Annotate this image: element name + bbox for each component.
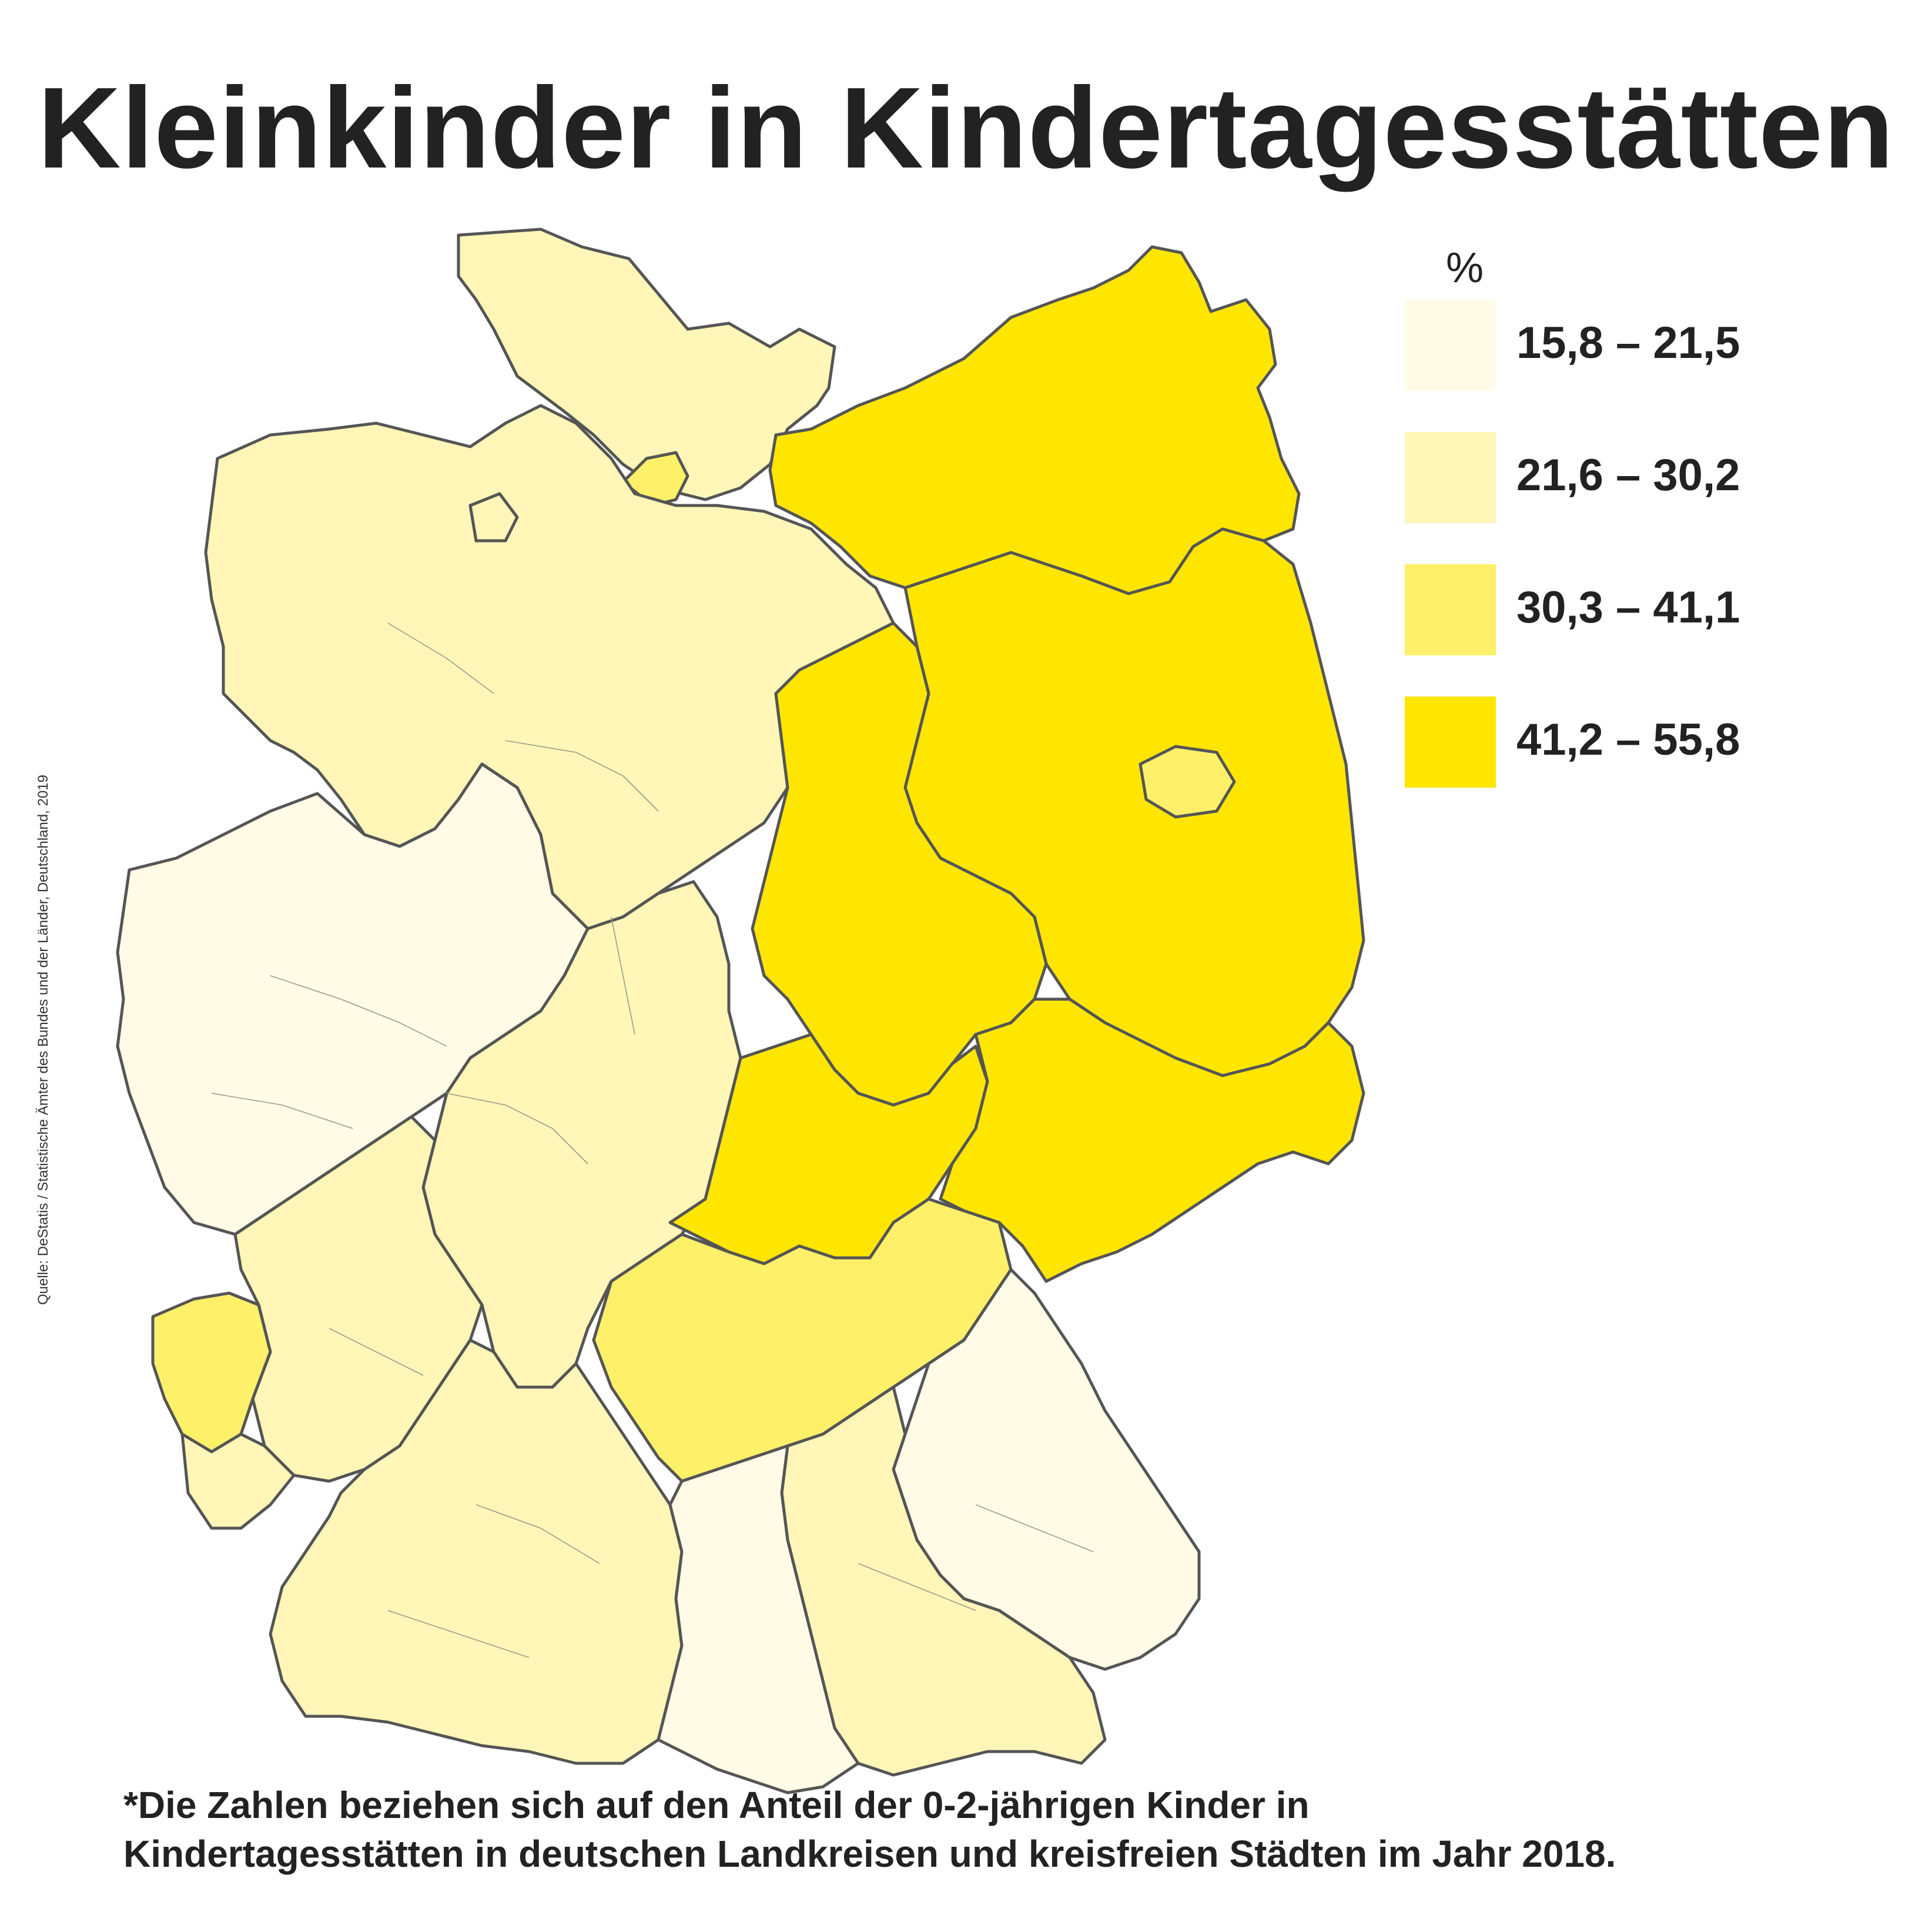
legend-label: 21,6 – 30,2	[1516, 450, 1740, 500]
footnote: *Die Zahlen beziehen sich auf den Anteil…	[123, 1781, 1828, 1879]
legend-item: 30,3 – 41,1	[1405, 564, 1851, 655]
region-hessen[interactable]	[421, 880, 742, 1389]
region-berlin[interactable]	[1139, 745, 1236, 819]
legend-label: 41,2 – 55,8	[1516, 715, 1740, 765]
germany-map	[94, 212, 1387, 1799]
region-niedersachsen[interactable]	[204, 404, 895, 930]
legend-item: 41,2 – 55,8	[1405, 697, 1851, 788]
region-schwaben[interactable]	[657, 1444, 860, 1794]
legend-item: 15,8 – 21,5	[1405, 300, 1851, 391]
legend-unit: %	[1446, 245, 1484, 292]
map-title: Kleinkinder in Kindertagesstätten	[38, 63, 1894, 192]
region-trier[interactable]	[151, 1291, 272, 1454]
legend-swatch	[1405, 300, 1496, 391]
source-note: Quelle: DeStatis / Statistische Ämter de…	[35, 775, 51, 1305]
germany-map-svg	[116, 227, 1365, 1794]
footnote-line-2: Kindertagesstätten in deutschen Landkrei…	[123, 1833, 1616, 1876]
region-saarland[interactable]	[180, 1432, 296, 1530]
legend-swatch	[1405, 697, 1496, 788]
legend-swatch	[1405, 564, 1496, 655]
region-bremen[interactable]	[468, 492, 519, 543]
legend-label: 30,3 – 41,1	[1516, 582, 1740, 632]
legend-item: 21,6 – 30,2	[1405, 432, 1851, 523]
legend-label: 15,8 – 21,5	[1516, 318, 1740, 368]
footnote-line-1: *Die Zahlen beziehen sich auf den Anteil…	[123, 1784, 1310, 1826]
legend-swatch	[1405, 432, 1496, 523]
